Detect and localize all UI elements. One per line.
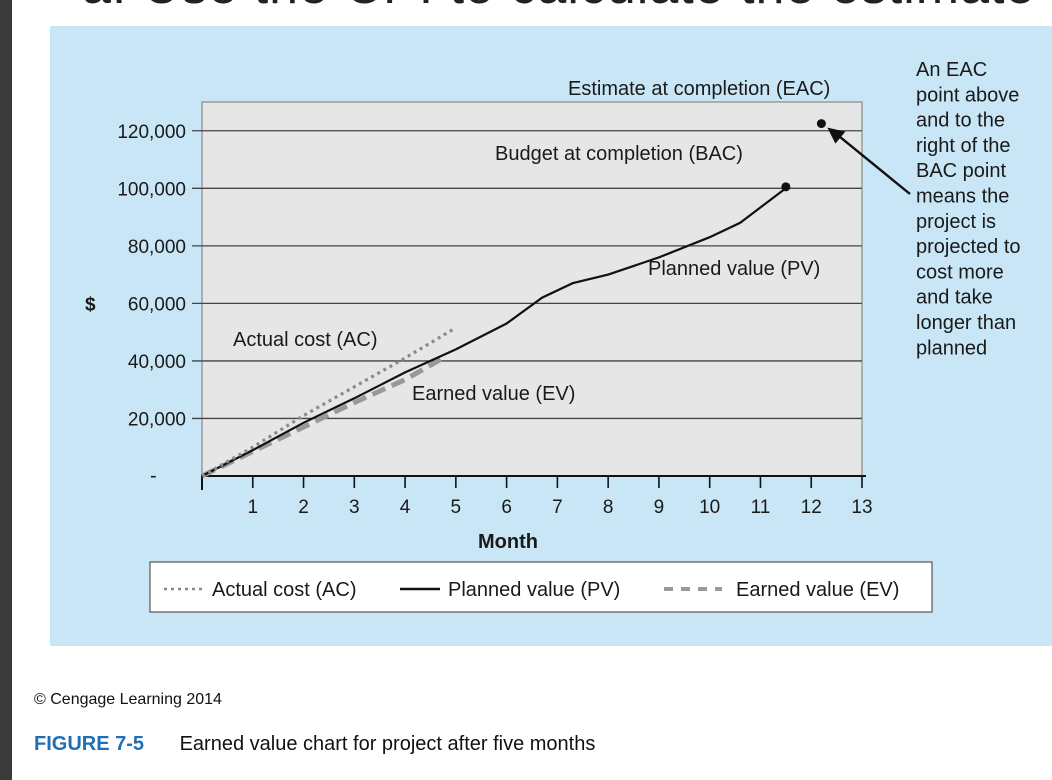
cut-off-heading: a. Use the CPI to calculate the estimate bbox=[82, 0, 1035, 16]
x-tick-label-10: 10 bbox=[699, 497, 720, 518]
eac-note-line-10: longer than bbox=[916, 312, 1016, 334]
y-tick-label-2: 40,000 bbox=[128, 352, 186, 373]
figure-caption: FIGURE 7-5 Earned value chart for projec… bbox=[34, 733, 595, 756]
eac-note-line-5: means the bbox=[916, 186, 1009, 208]
eac-note-line-8: cost more bbox=[916, 261, 1004, 283]
x-tick-label-12: 12 bbox=[801, 497, 822, 518]
eac-note-line-3: right of the bbox=[916, 135, 1011, 157]
y-tick-label-0: - bbox=[150, 465, 157, 487]
legend-label-pv: Planned value (PV) bbox=[448, 579, 620, 601]
x-tick-label-13: 13 bbox=[851, 497, 872, 518]
eac-note-line-1: point above bbox=[916, 84, 1019, 106]
x-tick-label-1: 1 bbox=[247, 497, 258, 518]
y-tick-label-3: 60,000 bbox=[128, 294, 186, 315]
eac-point bbox=[816, 119, 826, 129]
eac-note-line-9: and take bbox=[916, 287, 993, 309]
x-tick-label-11: 11 bbox=[751, 497, 771, 518]
y-axis-label: $ bbox=[85, 294, 96, 315]
y-tick-label-1: 20,000 bbox=[128, 409, 186, 430]
y-tick-label-4: 80,000 bbox=[128, 237, 186, 258]
plot-area bbox=[201, 101, 863, 477]
x-tick-label-9: 9 bbox=[654, 497, 665, 518]
eac-label: Estimate at completion (EAC) bbox=[568, 78, 830, 100]
eac-note-line-6: project is bbox=[916, 211, 996, 233]
pv-label: Planned value (PV) bbox=[648, 258, 820, 280]
legend-box bbox=[149, 561, 933, 613]
y-tick-label-5: 100,000 bbox=[117, 179, 186, 200]
bac-label: Budget at completion (BAC) bbox=[495, 143, 743, 165]
eac-note-line-2: and to the bbox=[916, 110, 1005, 132]
x-axis-label: Month bbox=[478, 531, 538, 553]
x-tick-label-7: 7 bbox=[552, 497, 563, 518]
series-pv-line bbox=[201, 187, 787, 477]
eac-note-line-0: An EAC bbox=[916, 59, 987, 81]
figure-caption-text: Earned value chart for project after fiv… bbox=[179, 733, 596, 755]
legend-label-ac: Actual cost (AC) bbox=[212, 579, 356, 601]
y-tick-label-6: 120,000 bbox=[117, 122, 186, 143]
figure-number: FIGURE 7-5 bbox=[34, 733, 145, 755]
eac-note-line-7: projected to bbox=[916, 236, 1021, 258]
ev-label: Earned value (EV) bbox=[412, 383, 575, 405]
eac-note-line-11: planned bbox=[916, 337, 987, 359]
x-tick-label-4: 4 bbox=[400, 497, 411, 518]
bac-point bbox=[781, 182, 791, 192]
earned-value-chart: - 20,000 40,000 60,000 80,000 100,000 120,000 $… bbox=[85, 59, 1021, 613]
chart-panel: - 20,000 40,000 60,000 80,000 100,000 120,000 $… bbox=[50, 26, 1052, 646]
x-tick-label-8: 8 bbox=[603, 497, 614, 518]
series-ac-line bbox=[201, 326, 457, 478]
x-tick-label-6: 6 bbox=[501, 497, 512, 518]
eac-note-arrow-shaft bbox=[832, 130, 911, 195]
eac-note-arrow-head bbox=[827, 127, 846, 144]
legend-label-ev: Earned value (EV) bbox=[736, 579, 899, 601]
x-tick-label-3: 3 bbox=[349, 497, 360, 518]
eac-note-line-4: BAC point bbox=[916, 160, 1006, 182]
x-tick-label-2: 2 bbox=[298, 497, 309, 518]
copyright-credit: © Cengage Learning 2014 bbox=[34, 691, 222, 708]
page: a. Use the CPI to calculate the estimate… bbox=[12, 0, 1052, 780]
ac-label: Actual cost (AC) bbox=[233, 329, 377, 351]
x-tick-label-5: 5 bbox=[451, 497, 462, 518]
